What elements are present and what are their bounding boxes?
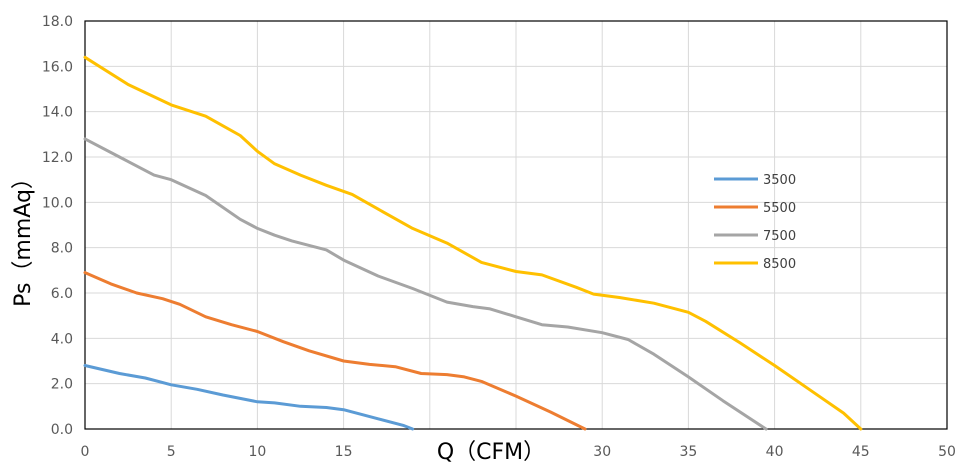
vertical-gridlines [84,21,948,429]
x-axis-title-background [405,438,555,468]
legend-label-7500: 7500 [763,229,796,244]
y-tick-label: 18.0 [42,14,73,30]
x-tick-label: 0 [81,444,90,460]
series-line-5500 [83,271,587,431]
plot-area-border [84,20,948,430]
x-tick-label: 5 [167,444,176,460]
y-tick-label: 4.0 [51,331,73,347]
y-axis-title: Ps（mmAq） [11,167,36,307]
legend-label-8500: 8500 [763,257,796,272]
series-line-3500 [83,364,415,431]
y-tick-label: 16.0 [42,59,73,75]
x-tick-label: 50 [938,444,956,460]
x-tick-label: 35 [679,444,697,460]
y-tick-label: 14.0 [42,105,73,121]
x-tick-label: 40 [766,444,784,460]
series-line-8500 [83,55,863,431]
x-tick-label: 15 [335,444,353,460]
series-lines [83,55,863,431]
series-line-7500 [83,137,768,431]
y-tick-label: 10.0 [42,195,73,211]
x-tick-label: 30 [593,444,611,460]
x-tick-label: 45 [852,444,870,460]
y-tick-label: 0.0 [51,422,73,438]
y-tick-label: 2.0 [51,377,73,393]
y-tick-label: 8.0 [51,241,73,257]
y-tick-label: 6.0 [51,286,73,302]
x-tick-label: 10 [248,444,266,460]
legend: 3500 5500 7500 8500 [714,173,796,272]
legend-label-5500: 5500 [763,201,796,216]
legend-label-3500: 3500 [763,173,796,188]
x-axis-title: Q（CFM） [437,440,545,465]
y-tick-label: 12.0 [42,150,73,166]
y-axis-tick-labels: 0.0 2.0 4.0 6.0 8.0 10.0 12.0 14.0 16.0 18.0 [42,14,73,438]
